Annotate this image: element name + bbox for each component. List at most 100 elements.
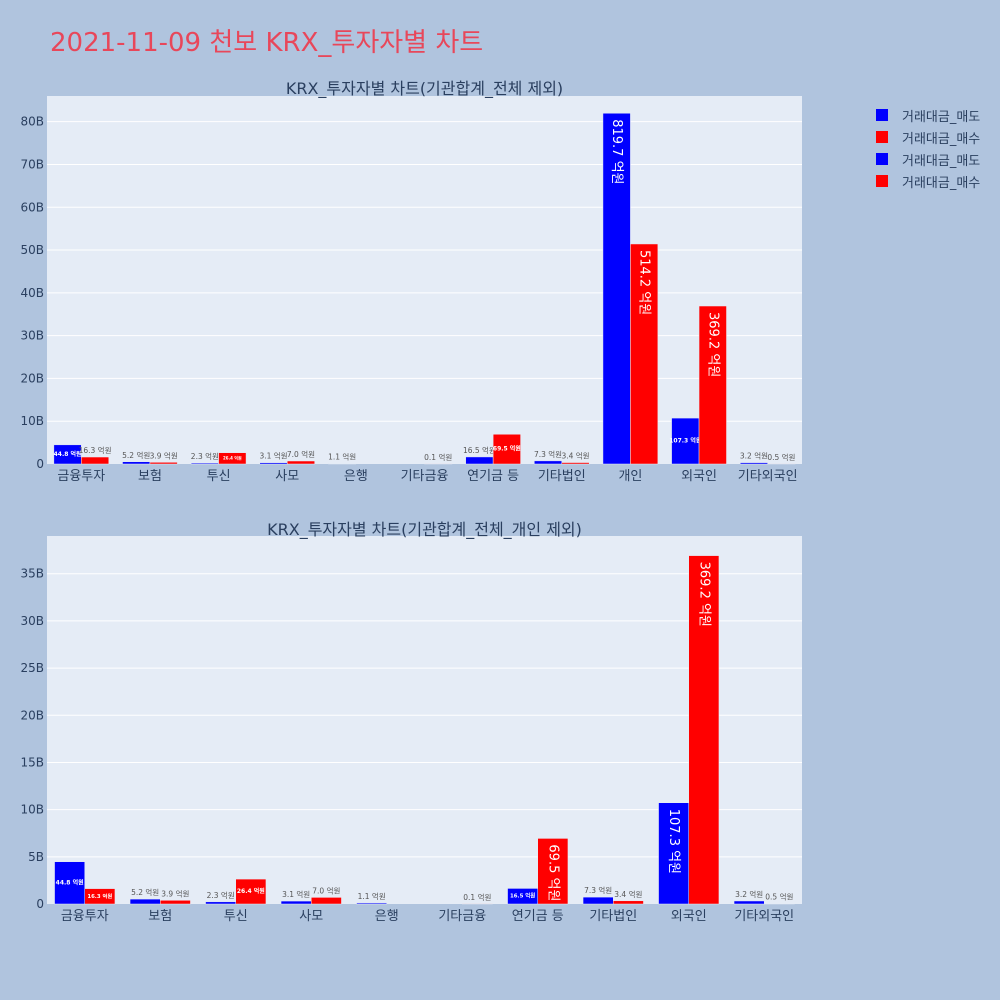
bar-label-buy-0-8: 514.2 억원: [637, 250, 652, 315]
bar-label-sell-1-0: 44.8 억원: [56, 878, 84, 886]
plot-area-0: [47, 96, 802, 464]
bar-label-buy-0-1: 3.9 억원: [150, 451, 178, 460]
bar-sell-0-1[interactable]: [122, 461, 151, 465]
bar-sell-1-1[interactable]: [129, 898, 161, 905]
bar-label-buy-0-6: 69.5 억원: [493, 445, 521, 453]
bar-label-sell-1-7: 7.3 억원: [584, 886, 612, 895]
x-tick-label-1-3: 사모: [299, 909, 323, 924]
bar-sell-1-4[interactable]: [356, 902, 387, 905]
chart-title-0: KRX_투자자별 차트(기관합계_전체 제외): [286, 79, 563, 99]
x-tick-label-0-1: 보험: [138, 469, 162, 484]
legend-item-sell[interactable]: 거래대금_매도: [876, 104, 980, 126]
bar-label-sell-0-1: 5.2 억원: [122, 451, 150, 460]
bar-buy-0-7[interactable]: [561, 462, 590, 465]
bar-buy-0-3[interactable]: [286, 460, 315, 465]
x-tick-label-1-6: 연기금 등: [512, 909, 564, 924]
bar-label-sell-0-6: 16.5 억원: [463, 446, 496, 455]
bar-label-sell-0-0: 44.8 억원: [54, 450, 82, 458]
x-tick-label-1-2: 투신: [224, 909, 248, 924]
bar-sell-1-3[interactable]: [280, 900, 312, 905]
bar-sell-1-8[interactable]: [658, 802, 689, 905]
y-tick-label-0-2: 20B: [20, 371, 44, 385]
x-tick-label-0-7: 기타법인: [538, 469, 586, 484]
legend-label-buy-2: 거래대금_매수: [902, 175, 981, 191]
x-tick-label-1-7: 기타법인: [589, 909, 637, 924]
bar-buy-1-1[interactable]: [160, 900, 191, 905]
x-tick-label-0-10: 기타외국인: [738, 469, 798, 484]
bar-buy-1-2[interactable]: [235, 878, 267, 905]
bar-label-sell-1-6: 16.5 억원: [510, 892, 535, 900]
chart-bottom: KRX_투자자별 차트(기관합계_전체_개인 제외) 0 5B 10B 15B 20B 25…: [20, 520, 802, 924]
bar-label-sell-1-1: 5.2 억원: [131, 888, 159, 897]
bar-label-sell-0-7: 7.3 억원: [534, 450, 562, 459]
bar-sell-1-0[interactable]: [54, 861, 85, 905]
bar-label-buy-0-3: 7.0 억원: [287, 450, 315, 459]
bar-sell-0-8[interactable]: [602, 112, 631, 465]
legend-swatch-sell: [876, 109, 888, 121]
legend-swatch-buy: [876, 131, 888, 143]
bar-sell-0-10[interactable]: [739, 462, 768, 465]
y-tick-label-1-1: 5B: [28, 850, 44, 864]
y-tick-label-1-0: 0: [36, 897, 44, 911]
y-tick-label-0-8: 80B: [20, 115, 44, 129]
y-tick-label-1-3: 15B: [20, 755, 44, 769]
bar-label-buy-1-0: 16.3 억원: [87, 892, 112, 900]
x-tick-label-0-2: 투신: [207, 469, 231, 484]
bar-label-buy-0-7: 3.4 억원: [561, 452, 589, 461]
bar-label-sell-1-4: 1.1 억원: [358, 892, 386, 901]
legend-label-buy: 거래대금_매수: [902, 131, 981, 147]
bar-buy-0-9[interactable]: [698, 305, 727, 465]
legend-label-sell: 거래대금_매도: [902, 109, 981, 125]
bar-sell-0-0[interactable]: [53, 444, 82, 465]
bar-sell-1-2[interactable]: [205, 901, 237, 905]
bar-buy-1-7[interactable]: [613, 900, 644, 905]
bar-buy-1-0[interactable]: [84, 888, 116, 905]
bar-buy-0-0[interactable]: [81, 456, 110, 465]
bar-label-buy-0-10: 0.5 억원: [767, 453, 795, 462]
bar-label-sell-0-4: 1.1 억원: [328, 453, 356, 462]
x-tick-label-1-4: 은행: [375, 908, 399, 924]
bar-buy-1-8[interactable]: [688, 555, 720, 905]
x-tick-label-1-5: 기타금융: [438, 909, 486, 924]
legend-swatch-buy-2: [876, 175, 888, 187]
bar-sell-0-6[interactable]: [465, 456, 494, 465]
x-tick-label-0-6: 연기금 등: [467, 469, 519, 484]
legend-item-sell-2[interactable]: 거래대금_매도: [876, 148, 980, 170]
bar-label-buy-1-7: 3.4 억원: [614, 890, 642, 899]
bar-label-sell-1-3: 3.1 억원: [282, 890, 310, 899]
bar-label-sell-0-9: 107.3 억원: [669, 437, 701, 445]
x-tick-label-0-4: 은행: [344, 468, 368, 484]
bar-buy-1-6[interactable]: [537, 838, 569, 905]
y-tick-label-0-1: 10B: [20, 414, 44, 428]
bar-label-sell-0-2: 2.3 억원: [191, 452, 219, 461]
chart-title-1: KRX_투자자별 차트(기관합계_전체_개인 제외): [267, 520, 582, 540]
x-tick-label-1-1: 보험: [148, 909, 172, 924]
bar-buy-0-1[interactable]: [149, 462, 178, 465]
y-tick-label-1-7: 35B: [20, 567, 44, 581]
bar-buy-0-6[interactable]: [492, 434, 521, 465]
y-tick-label-0-7: 70B: [20, 157, 44, 171]
bar-label-buy-1-9: 0.5 억원: [765, 893, 793, 902]
x-tick-label-0-3: 사모: [275, 469, 299, 484]
x-tick-label-1-8: 외국인: [671, 909, 707, 924]
bar-label-buy-1-8: 369.2 억원: [696, 562, 711, 627]
bar-label-buy-1-6: 69.5 억원: [545, 844, 560, 901]
bar-buy-0-2[interactable]: [218, 452, 247, 465]
bar-sell-1-7[interactable]: [582, 896, 614, 905]
bar-sell-0-9[interactable]: [671, 417, 700, 465]
x-tick-label-0-9: 외국인: [681, 469, 717, 484]
bar-sell-0-7[interactable]: [534, 460, 563, 465]
legend-item-buy-2[interactable]: 거래대금_매수: [876, 170, 980, 192]
bar-sell-0-2[interactable]: [190, 462, 219, 465]
legend: 거래대금_매도 거래대금_매수 거래대금_매도 거래대금_매수: [876, 104, 980, 192]
bar-buy-0-8[interactable]: [630, 243, 659, 465]
bar-label-buy-0-0: 16.3 억원: [79, 446, 112, 455]
y-tick-label-1-5: 25B: [20, 661, 44, 675]
legend-label-sell-2: 거래대금_매도: [902, 153, 981, 169]
bar-sell-1-9[interactable]: [733, 900, 765, 905]
bar-label-buy-1-3: 7.0 억원: [312, 886, 340, 895]
bar-sell-0-3[interactable]: [259, 462, 288, 465]
chart-top: KRX_투자자별 차트(기관합계_전체 제외) 0 10B 20B 30B 40B 50B 6…: [20, 79, 802, 484]
legend-item-buy[interactable]: 거래대금_매수: [876, 126, 980, 148]
bar-buy-1-3[interactable]: [311, 897, 342, 905]
